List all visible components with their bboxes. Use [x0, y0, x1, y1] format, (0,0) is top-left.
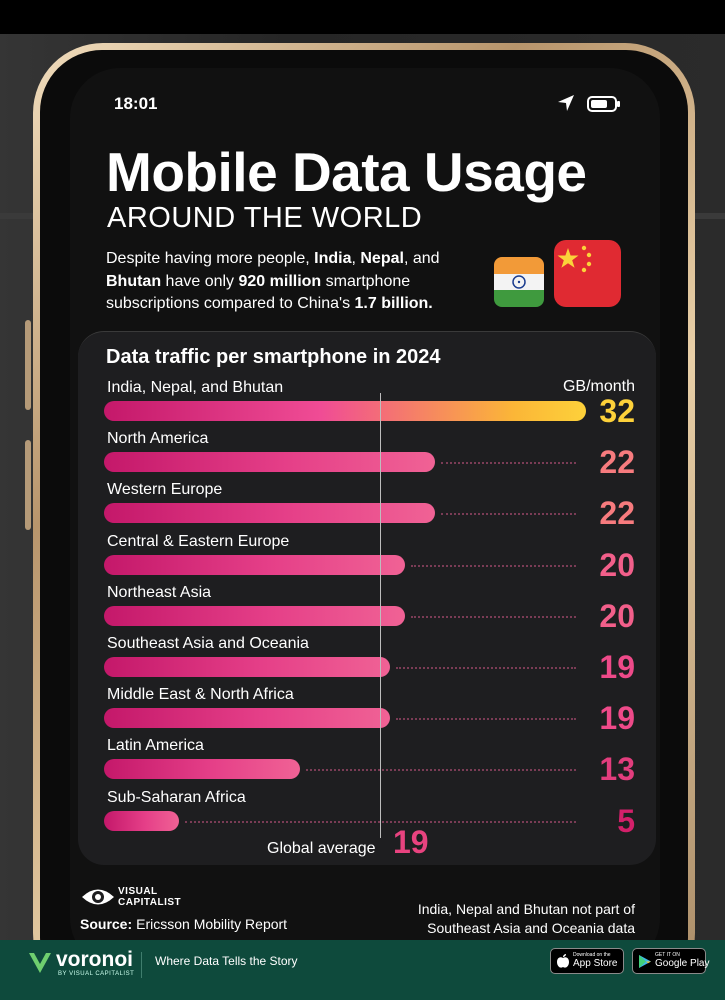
location-arrow-icon — [558, 95, 574, 111]
apple-icon — [557, 954, 569, 968]
category-label: Latin America — [107, 737, 204, 755]
global-average-value: 19 — [393, 824, 429, 860]
unit-label: GB/month — [562, 378, 635, 395]
china-flag-icon — [554, 240, 621, 307]
google-play-icon — [639, 955, 651, 968]
intro-part: have only — [161, 272, 239, 290]
intro-part: Despite having more people, — [106, 250, 315, 267]
india-flag-icon — [494, 257, 544, 307]
leader-dots — [396, 667, 576, 669]
intro-text: Despite having more people, India, Nepal… — [106, 248, 486, 316]
leader-dots — [305, 769, 576, 772]
value-label: 20 — [599, 597, 635, 634]
google-play-big: Google Play — [655, 958, 710, 969]
voronoi-brand[interactable]: voronoi — [56, 948, 133, 971]
chart-title: Data traffic per smartphone in 2024 — [106, 346, 441, 368]
intro-part: Nepal — [360, 250, 404, 267]
value-label: 19 — [599, 649, 635, 685]
leader-dots — [396, 718, 576, 721]
app-store-small: Download on the — [573, 952, 611, 958]
global-average-line — [380, 393, 382, 838]
category-label: North America — [107, 430, 209, 448]
footnote-line1: India, Nepal and Bhutan not part of — [417, 901, 635, 917]
bar — [104, 554, 406, 575]
bar — [104, 452, 436, 473]
intro-part: Bhutan — [106, 272, 162, 290]
category-label: Sub-Saharan Africa — [107, 788, 246, 806]
footnote-line2: Southeast Asia and Oceania data — [427, 920, 635, 936]
app-store-big: App Store — [573, 958, 618, 969]
visual-capitalist-logo-icon — [82, 889, 114, 905]
footer-divider — [141, 952, 142, 978]
value-label: 22 — [599, 495, 635, 532]
battery-icon — [587, 96, 620, 112]
tagline: Where Data Tells the Story — [155, 954, 298, 968]
bar — [104, 759, 300, 780]
value-label: 32 — [599, 393, 635, 429]
category-label: Central & Eastern Europe — [107, 532, 290, 550]
bar — [104, 605, 406, 626]
voronoi-sub: BY VISUAL CAPITALIST — [58, 971, 135, 977]
intro-part: 920 million — [238, 272, 322, 290]
value-label: 5 — [617, 802, 635, 839]
leader-dots — [411, 564, 576, 567]
bar — [104, 708, 391, 729]
intro-part: India — [314, 250, 352, 267]
value-label: 22 — [599, 444, 635, 481]
brand-line2: CAPITALIST — [118, 897, 182, 908]
brand-line1: VISUAL — [118, 886, 158, 897]
source-line: Source: Ericsson Mobility Report — [80, 916, 287, 932]
source-label: Source: — [80, 916, 133, 932]
volume-up-button — [25, 320, 31, 410]
page-subtitle: AROUND THE WORLD — [107, 202, 423, 234]
value-label: 20 — [599, 546, 635, 583]
volume-down-button — [25, 440, 31, 530]
leader-dots — [441, 513, 576, 516]
top-black-band — [0, 0, 725, 34]
bar — [104, 503, 436, 524]
status-bar: 18:01 — [70, 80, 660, 125]
google-play-small: GET IT ON — [655, 952, 680, 958]
intro-part: , and — [403, 250, 440, 267]
footnote: India, Nepal and Bhutan not part of Sout… — [418, 900, 635, 938]
app-store-button[interactable]: Download on the App Store — [550, 948, 624, 974]
global-average-label: Global average — [267, 840, 376, 857]
intro-part: 1.7 billion. — [354, 295, 433, 312]
category-label: Northeast Asia — [107, 583, 212, 601]
category-label: India, Nepal, and Bhutan — [107, 379, 284, 396]
bar — [104, 810, 180, 831]
page-title: Mobile Data Usage — [106, 141, 587, 203]
status-time: 18:01 — [114, 94, 158, 113]
bottom-bar: voronoi BY VISUAL CAPITALIST Where Data … — [0, 940, 725, 1000]
category-label: Western Europe — [107, 481, 223, 499]
leader-dots — [411, 615, 576, 618]
source-text: Ericsson Mobility Report — [136, 916, 288, 932]
google-play-button[interactable]: GET IT ON Google Play — [632, 948, 710, 974]
value-label: 13 — [599, 751, 635, 788]
leader-dots — [441, 462, 576, 465]
voronoi-logo-icon — [29, 953, 51, 973]
value-label: 19 — [599, 700, 635, 737]
category-label: Middle East & North Africa — [107, 686, 294, 704]
bar — [104, 657, 391, 677]
intro-part: , — [351, 250, 361, 267]
category-label: Southeast Asia and Oceania — [107, 635, 309, 652]
intro-part: smartphone subscriptions compared to Chi… — [106, 272, 411, 313]
bar — [104, 401, 586, 421]
brand-name: VISUAL CAPITALIST — [118, 886, 181, 908]
